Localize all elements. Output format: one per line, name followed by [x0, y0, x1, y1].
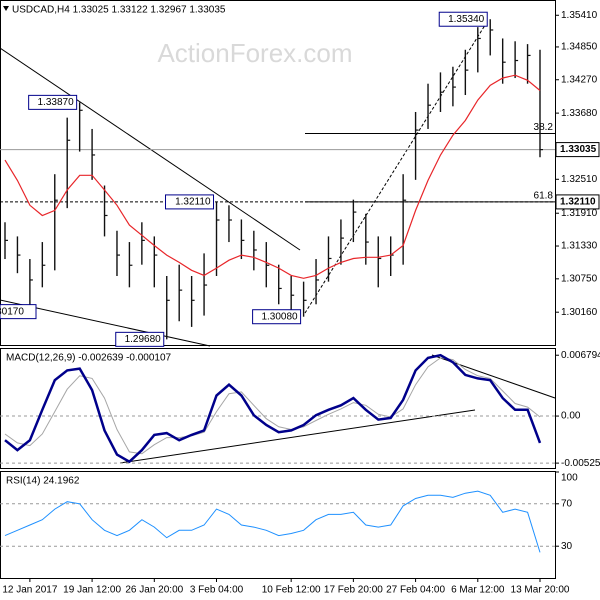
rsi-title: RSI(14) 24.1962 [6, 476, 80, 487]
x-tick-label: 26 Jan 20:00 [125, 585, 183, 596]
macd-title: MACD(12,26,9) -0.002639 -0.000107 [6, 353, 172, 364]
y-tick-label: -0.005254 [561, 458, 600, 469]
y-tick-label: 1.30750 [561, 273, 598, 284]
trend-line [119, 409, 476, 464]
watermark: ActionForex.com [157, 38, 352, 68]
price-panel [0, 0, 556, 346]
price-marker-box [555, 142, 600, 158]
y-tick-label: 100 [561, 473, 578, 484]
y-tick-label: 1.33680 [561, 108, 598, 119]
annotation-label: 1.30080 [261, 311, 298, 322]
series-line [4, 357, 541, 455]
rsi-panel [0, 471, 556, 579]
x-tick-label: 19 Jan 12:00 [63, 585, 121, 596]
y-tick-label: 70 [561, 498, 573, 509]
x-tick-label: 6 Mar 12:00 [451, 585, 505, 596]
x-tick-label: 10 Feb 12:00 [262, 585, 321, 596]
y-tick-label: 30 [561, 541, 573, 552]
y-tick-label: 1.32510 [561, 174, 598, 185]
y-tick-label: 1.34270 [561, 74, 598, 85]
macd-panel [0, 348, 556, 469]
symbol-icon [3, 6, 9, 11]
y-tick-label: 1.35410 [561, 10, 598, 21]
moving-average [4, 74, 541, 279]
y-tick-label: 1.30160 [561, 307, 598, 318]
x-tick-label: 13 Mar 20:00 [511, 585, 570, 596]
price-marker-label: 1.33035 [560, 144, 597, 155]
annotation-box [0, 304, 37, 320]
x-tick-label: 27 Feb 04:00 [386, 585, 445, 596]
annotation-label: 1.32110 [175, 197, 211, 208]
price-marker-label: 1.32110 [560, 197, 596, 208]
y-tick-label: 1.34850 [561, 42, 598, 53]
price-marker-box [555, 194, 600, 210]
price-title: USDCAD,H4 1.33025 1.33122 1.32967 1.3303… [12, 5, 226, 16]
x-tick-label: 3 Feb 04:00 [190, 585, 244, 596]
x-tick-label: 12 Jan 2017 [2, 585, 57, 596]
y-tick-label: 1.31910 [561, 208, 598, 219]
y-tick-label: 0.006794 [561, 350, 600, 361]
annotation-label: 1.33870 [37, 97, 74, 108]
series-line [4, 353, 542, 464]
annotation-box [252, 309, 302, 325]
annotation-label: 30170 [0, 306, 24, 317]
fib-label: 61.8 [534, 191, 554, 202]
y-tick-label: 0.00 [561, 411, 581, 422]
series-line [4, 490, 541, 553]
annotation-label: 1.29680 [125, 334, 162, 345]
x-tick-label: 17 Feb 20:00 [324, 585, 383, 596]
fib-label: 38.2 [534, 122, 554, 133]
annotation-box [115, 331, 165, 347]
y-tick-label: 1.31330 [561, 241, 598, 252]
annotation-label: 1.35340 [448, 14, 485, 25]
annotation-box [438, 11, 488, 27]
annotation-box [165, 194, 215, 210]
trend-line [0, 47, 301, 251]
annotation-box [28, 94, 78, 110]
